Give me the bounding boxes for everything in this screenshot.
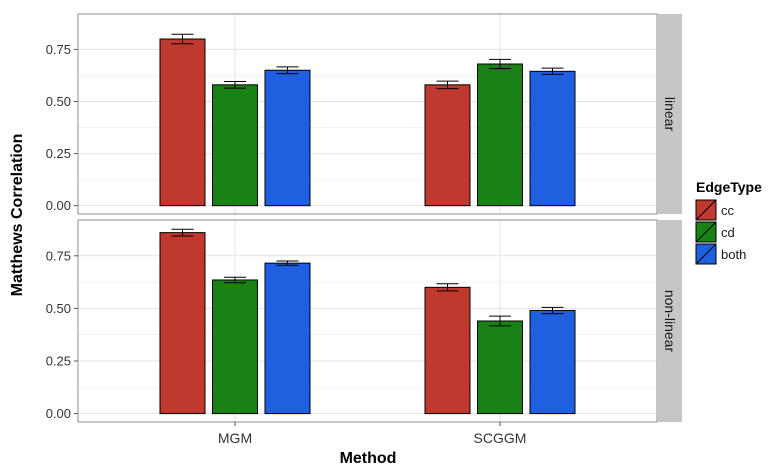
legend-item-cd: cd xyxy=(695,221,735,243)
panels-layer: 0.00 0.25 0.50 0.75 linear 0.00 0.25 0.50 0.75 no… xyxy=(46,13,682,423)
legend-key-slash xyxy=(695,199,717,221)
error-bar-non-linear-MGM-cd xyxy=(224,276,246,284)
legend: EdgeType cc cd both xyxy=(695,179,762,265)
bar-non-linear-MGM-cc xyxy=(159,232,206,415)
error-bar-linear-SCGGM-both xyxy=(541,67,564,75)
bar-non-linear-MGM-cd xyxy=(212,279,258,415)
x-tick-label-MGM: MGM xyxy=(218,430,252,446)
strip-non-linear xyxy=(658,220,682,422)
legend-item-both: both xyxy=(695,243,746,265)
y-tick-label: 0.75 xyxy=(46,248,71,263)
bar-non-linear-SCGGM-both xyxy=(529,309,576,415)
legend-key-slash xyxy=(695,221,717,243)
panel-border xyxy=(77,13,658,215)
error-bar-non-linear-SCGGM-both xyxy=(541,306,564,315)
bar-non-linear-SCGGM-cd xyxy=(477,320,523,415)
legend-key-slash xyxy=(695,243,717,265)
y-axis-title: Matthews Correlation xyxy=(9,134,26,297)
legend-label-both: both xyxy=(721,247,746,262)
error-bar-linear-MGM-both xyxy=(276,66,299,75)
bar-non-linear-MGM-both xyxy=(264,262,311,415)
strip-label-linear: linear xyxy=(662,97,678,132)
strip-linear xyxy=(658,14,682,214)
legend-label-cd: cd xyxy=(721,225,735,240)
error-bar-linear-SCGGM-cc xyxy=(436,80,459,90)
error-bar-non-linear-MGM-cc xyxy=(171,228,194,237)
legend-label-cc: cc xyxy=(721,203,735,218)
y-tick-label: 0.25 xyxy=(46,146,71,161)
error-bar-linear-MGM-cd xyxy=(224,81,246,89)
error-bar-non-linear-MGM-both xyxy=(276,260,299,266)
strip-label-non-linear: non-linear xyxy=(662,290,678,353)
bar-linear-MGM-cd xyxy=(212,84,258,207)
bar-linear-SCGGM-both xyxy=(529,70,576,207)
bar-non-linear-SCGGM-cc xyxy=(424,286,471,415)
panel-linear: 0.00 0.25 0.50 0.75 linear xyxy=(46,13,682,215)
y-tick-label: 0.25 xyxy=(46,353,71,368)
bar-linear-SCGGM-cc xyxy=(424,84,471,207)
x-axis-title: Method xyxy=(340,450,397,465)
bar-linear-MGM-both xyxy=(264,69,311,207)
bar-linear-SCGGM-cd xyxy=(477,63,523,207)
y-tick-label: 0.00 xyxy=(46,406,71,421)
error-bar-linear-SCGGM-cd xyxy=(489,58,511,70)
panel-border xyxy=(77,219,658,423)
x-axis: MGM SCGGM xyxy=(218,422,527,446)
error-bar-non-linear-SCGGM-cd xyxy=(489,315,511,327)
y-tick-label: 0.75 xyxy=(46,42,71,57)
legend-item-cc: cc xyxy=(695,199,735,221)
error-bar-linear-MGM-cc xyxy=(171,33,194,45)
x-tick-label-SCGGM: SCGGM xyxy=(474,430,527,446)
y-tick-label: 0.00 xyxy=(46,198,71,213)
bar-linear-MGM-cc xyxy=(159,38,206,207)
legend-title: EdgeType xyxy=(696,179,762,195)
y-tick-label: 0.50 xyxy=(46,301,71,316)
panel-non-linear: 0.00 0.25 0.50 0.75 non-linear xyxy=(46,219,682,423)
error-bar-non-linear-SCGGM-cc xyxy=(436,283,459,292)
y-tick-label: 0.50 xyxy=(46,94,71,109)
